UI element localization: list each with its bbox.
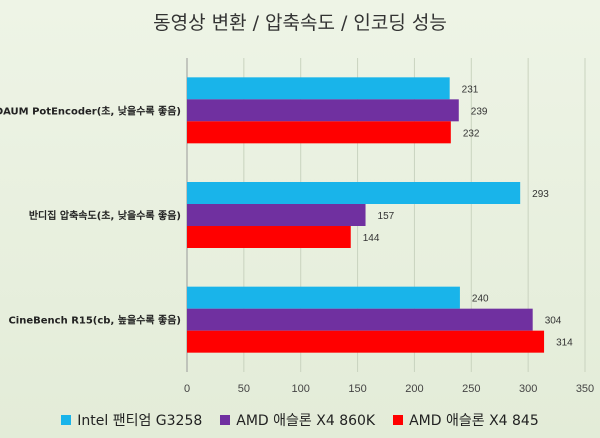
x-tick-label: 250 — [462, 383, 480, 395]
x-tick-label: 0 — [184, 383, 190, 395]
data-label: 231 — [462, 84, 479, 95]
data-label: 239 — [471, 106, 488, 117]
data-label: 314 — [556, 338, 573, 349]
x-tick-label: 150 — [348, 383, 366, 395]
legend-label: Intel 팬티엄 G3258 — [77, 413, 203, 429]
legend-swatch — [220, 415, 231, 425]
category-label: 반디집 압축속도(초, 낮을수록 좋음) — [29, 209, 181, 222]
legend-swatch — [393, 415, 404, 425]
bar — [187, 99, 459, 122]
bar — [187, 182, 521, 204]
data-label: 304 — [545, 316, 562, 327]
data-label: 144 — [363, 233, 380, 244]
legend-item: Intel 팬티엄 G3258 — [61, 410, 202, 430]
bars — [187, 77, 545, 353]
x-tick-label: 200 — [405, 383, 423, 395]
bar — [187, 226, 351, 248]
category-labels: DAUM PotEncoder(초, 낮을수록 좋음) 반디집 압축속도(초, 낮… — [0, 104, 181, 326]
data-label: 232 — [463, 128, 480, 139]
legend-item: AMD 애슬론 X4 845 — [393, 410, 539, 430]
bar — [187, 308, 533, 331]
x-tick-label: 300 — [519, 383, 537, 395]
category-label: CineBench R15(cb, 높을수록 좋음) — [8, 315, 181, 327]
bar — [187, 330, 545, 353]
bar — [187, 121, 451, 144]
data-label: 240 — [472, 294, 489, 305]
legend-label: AMD 애슬론 X4 860K — [236, 413, 376, 429]
data-label: 293 — [532, 189, 549, 200]
bar — [187, 204, 366, 226]
x-tick-label: 50 — [238, 383, 250, 395]
legend-label: AMD 애슬론 X4 845 — [409, 413, 539, 429]
bar — [187, 286, 460, 309]
x-tick-labels: 0 50 100 150 200 250 300 350 — [184, 383, 594, 395]
data-labels: 231 239 232 293 157 144 240 304 314 — [363, 84, 573, 348]
legend-swatch — [61, 415, 72, 425]
x-tick-label: 350 — [576, 383, 594, 395]
bar — [187, 77, 450, 100]
category-label: DAUM PotEncoder(초, 낮을수록 좋음) — [0, 104, 181, 117]
legend: Intel 팬티엄 G3258 AMD 애슬론 X4 860K AMD 애슬론 X4… — [0, 410, 600, 430]
x-tick-label: 100 — [292, 383, 310, 395]
chart-title: 동영상 변환 / 압축속도 / 인코딩 성능 — [153, 12, 447, 34]
data-label: 157 — [378, 211, 395, 222]
legend-item: AMD 애슬론 X4 860K — [220, 410, 375, 430]
